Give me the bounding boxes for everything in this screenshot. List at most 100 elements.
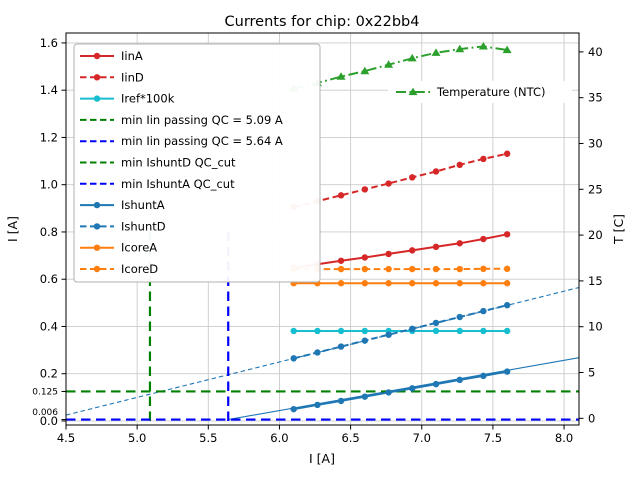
x-tick-label: 5.0	[128, 431, 146, 445]
data-point-marker	[504, 151, 510, 157]
data-point-marker	[362, 337, 368, 343]
data-point-marker	[433, 280, 439, 286]
data-point-marker	[385, 180, 391, 186]
data-point-marker	[338, 258, 344, 264]
data-point-marker	[433, 266, 439, 272]
legend-item-label: IinD	[121, 70, 144, 84]
y-axis-label-right: T [C]	[611, 214, 626, 245]
legend-sample-marker	[94, 95, 100, 101]
y-tick-right-label: 35	[588, 91, 603, 105]
chart-title: Currents for chip: 0x22bb4	[225, 14, 420, 30]
data-point-marker	[338, 398, 344, 404]
data-point-marker	[433, 381, 439, 387]
data-point-marker	[314, 349, 320, 355]
data-point-marker	[290, 328, 296, 334]
y-tick-right-label: 20	[588, 228, 603, 242]
data-point-marker	[457, 280, 463, 286]
legend-item-label: min IshuntA QC_cut	[121, 177, 235, 191]
x-tick-label: 5.5	[199, 431, 217, 445]
x-tick-label: 4.5	[57, 431, 75, 445]
legend-temperature-label: Temperature (NTC)	[436, 85, 545, 99]
data-point-marker	[480, 328, 486, 334]
data-point-marker	[409, 266, 415, 272]
data-point-marker	[433, 320, 439, 326]
data-point-marker	[338, 343, 344, 349]
data-point-marker	[480, 373, 486, 379]
y-tick-right-label: 5	[588, 366, 595, 380]
legend-item-label: IcoreA	[121, 241, 157, 255]
data-point-marker	[504, 231, 510, 237]
data-point-marker	[433, 244, 439, 250]
data-point-marker	[504, 266, 510, 272]
y-tick-left-label: 1.2	[40, 130, 58, 144]
y-tick-right-label: 30	[588, 136, 603, 150]
legend-item-label: IshuntD	[121, 219, 166, 233]
y-tick-left-label: 1.0	[40, 178, 58, 192]
data-point-marker	[504, 328, 510, 334]
data-point-marker	[409, 280, 415, 286]
data-point-marker	[457, 240, 463, 246]
y-tick-left-label: 1.6	[40, 36, 58, 50]
x-tick-label: 6.0	[270, 431, 288, 445]
legend-item-label: IcoreD	[121, 262, 158, 276]
y-tick-left-extra-label: 0.006	[32, 408, 58, 418]
legend-item-label: IshuntA	[121, 198, 165, 212]
data-point-marker	[362, 393, 368, 399]
data-point-marker	[362, 186, 368, 192]
y-tick-right-label: 10	[588, 320, 603, 334]
data-point-marker	[409, 247, 415, 253]
data-point-marker	[433, 168, 439, 174]
data-point-marker	[362, 280, 368, 286]
y-tick-right-label: 25	[588, 182, 603, 196]
data-point-marker	[457, 314, 463, 320]
data-point-marker	[362, 254, 368, 260]
data-point-marker	[457, 162, 463, 168]
data-point-marker	[409, 385, 415, 391]
data-point-marker	[385, 251, 391, 257]
data-point-marker	[457, 328, 463, 334]
data-point-marker	[338, 280, 344, 286]
y-tick-left-label: 0.8	[40, 225, 58, 239]
data-point-marker	[385, 389, 391, 395]
data-point-marker	[385, 280, 391, 286]
x-tick-label: 8.0	[555, 431, 573, 445]
data-point-marker	[362, 266, 368, 272]
y-tick-right-label: 40	[588, 45, 603, 59]
data-point-marker	[290, 406, 296, 412]
x-tick-label: 6.5	[341, 431, 359, 445]
y-tick-right-label: 0	[588, 411, 595, 425]
y-axis-label-left: I [A]	[5, 216, 20, 242]
y-tick-left-label: 1.4	[40, 83, 58, 97]
data-point-marker	[433, 328, 439, 334]
data-point-marker	[480, 280, 486, 286]
legend-sample-marker	[94, 53, 100, 59]
data-point-marker	[480, 308, 486, 314]
data-point-marker	[409, 174, 415, 180]
data-point-marker	[385, 332, 391, 338]
data-point-marker	[480, 156, 486, 162]
legend-temperature: Temperature (NTC)	[388, 81, 572, 103]
legend-main: IinA IinD Iref*100k min Iin passing QC = 5.…	[74, 44, 320, 282]
y-tick-left-label: 0.6	[40, 272, 58, 286]
data-point-marker	[314, 328, 320, 334]
data-point-marker	[338, 266, 344, 272]
y-tick-right-label: 15	[588, 274, 603, 288]
data-point-marker	[338, 192, 344, 198]
data-point-marker	[338, 328, 344, 334]
data-point-marker	[290, 355, 296, 361]
data-point-marker	[504, 280, 510, 286]
legend-sample-marker	[94, 223, 100, 229]
legend-item-label: Iref*100k	[121, 92, 175, 106]
y-tick-left-extra-label: 0.125	[32, 387, 58, 397]
x-axis-label: I [A]	[309, 451, 335, 466]
data-point-marker	[480, 266, 486, 272]
legend-item-label: min IshuntD QC_cut	[121, 156, 236, 170]
y-tick-left-label: 0.2	[40, 367, 58, 381]
legend-sample-marker	[94, 266, 100, 272]
legend-item-label: min Iin passing QC = 5.09 A	[121, 113, 283, 127]
legend-item-label: IinA	[121, 49, 143, 63]
legend-sample-marker	[94, 245, 100, 251]
data-point-marker	[385, 266, 391, 272]
